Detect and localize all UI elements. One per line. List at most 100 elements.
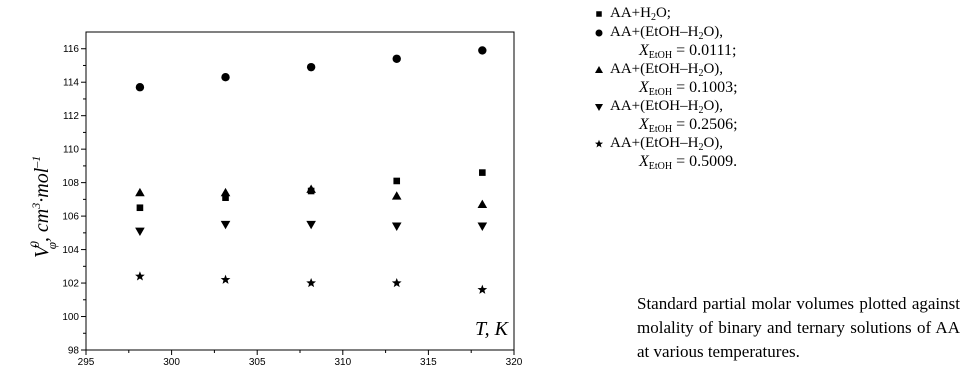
square-marker <box>222 194 229 201</box>
legend-label-sub: 2 <box>650 12 656 23</box>
x-tick-label: 300 <box>163 357 180 368</box>
legend-label-suffix: O), <box>703 98 724 114</box>
legend-label-sub: 2 <box>698 105 704 116</box>
legend-label: AA+(EtOH–H2O), <box>610 97 723 116</box>
ylabel-mid: ·mol <box>31 167 53 202</box>
legend-label-sub: 2 <box>698 142 704 153</box>
mole-fraction-value: = 0.2506; <box>672 116 738 133</box>
legend-label-prefix: AA+(EtOH–H <box>610 135 699 151</box>
triangle-down-marker <box>477 222 488 231</box>
y-tick-label: 102 <box>62 279 79 290</box>
y-tick-label: 110 <box>63 145 79 156</box>
mole-fraction-symbol: X <box>639 153 649 170</box>
mole-fraction-sub: EtOH <box>648 124 673 135</box>
circle-marker <box>135 83 145 92</box>
x-tick-label: 315 <box>420 357 437 368</box>
circle-marker <box>306 62 316 72</box>
star-marker <box>135 271 145 281</box>
legend-entry: AA+(EtOH–H2O), XEtOH = 0.1003; <box>592 60 892 98</box>
y-tick-label: 112 <box>63 111 79 122</box>
star-marker <box>306 277 316 288</box>
mole-fraction-value: = 0.0111; <box>672 42 737 59</box>
triangle-down-marker <box>220 220 231 230</box>
y-tick-label: 106 <box>62 212 79 223</box>
triangle-down-marker <box>391 222 402 231</box>
star-legend-marker <box>594 139 604 148</box>
mole-fraction-symbol: X <box>639 79 649 96</box>
legend-label-sub: 2 <box>698 68 704 79</box>
legend-label: AA+(EtOH–H2O), <box>610 60 723 79</box>
square-marker <box>479 169 486 176</box>
triangle-up-marker <box>391 191 402 200</box>
triangle-up-marker <box>135 187 145 197</box>
triangle-up-marker <box>220 187 231 197</box>
circle-marker <box>221 72 230 82</box>
mole-fraction-symbol: X <box>639 116 649 133</box>
mole-fraction-value: = 0.1003; <box>672 79 738 96</box>
triangle-down-legend-marker <box>595 104 603 111</box>
y-tick-label: 116 <box>63 44 79 55</box>
y-tick-label: 98 <box>68 346 80 357</box>
star-marker <box>477 284 488 294</box>
mole-fraction-sub: EtOH <box>648 50 673 61</box>
y-tick-label: 100 <box>62 312 79 323</box>
legend-label-prefix: AA+(EtOH–H <box>610 24 699 40</box>
triangle-up-legend-icon <box>592 60 610 79</box>
legend-label-suffix: O), <box>703 135 724 151</box>
star-marker <box>391 277 402 288</box>
square-marker <box>393 177 401 185</box>
y-tick-label: 114 <box>63 78 79 89</box>
ylabel-end-sup: –1 <box>29 156 43 169</box>
axes <box>85 31 515 351</box>
legend-label-suffix: O; <box>655 5 671 21</box>
legend-mole-fraction: XEtOH = 0.0111; <box>592 42 892 61</box>
ylabel-sub: φ <box>44 242 59 249</box>
triangle-down-marker <box>135 227 145 236</box>
square-legend-icon <box>592 4 610 23</box>
plot-frame <box>85 31 515 351</box>
x-tick-label: 320 <box>506 357 523 368</box>
svg-text:V0φ, cm3·mol–1: V0 φ, cm3·mol–1 <box>27 156 59 258</box>
legend-mole-fraction: XEtOH = 0.5009. <box>592 153 892 172</box>
triangle-down-marker <box>306 220 316 230</box>
star-legend-icon <box>592 134 610 153</box>
data-markers <box>135 46 488 294</box>
x-tick-label: 310 <box>334 357 351 368</box>
star-marker <box>220 274 231 284</box>
triangle-up-marker <box>477 199 488 208</box>
legend-entry: AA+(EtOH–H2O), XEtOH = 0.0111; <box>592 23 892 61</box>
y-axis-label: V0 φ, cm3·mol–1 <box>27 156 59 258</box>
y-tick-label: 104 <box>62 245 79 256</box>
legend-mole-fraction: XEtOH = 0.2506; <box>592 116 892 135</box>
legend-label: AA+(EtOH–H2O), <box>610 134 723 153</box>
ylabel-unit-sup: 3 <box>29 203 43 210</box>
legend-label-suffix: O), <box>703 61 724 77</box>
ylabel-text: , cm <box>31 209 53 242</box>
legend-label-prefix: AA+(EtOH–H <box>610 61 699 77</box>
legend-entry: AA+(EtOH–H2O), XEtOH = 0.2506; <box>592 97 892 135</box>
circle-marker <box>478 46 487 55</box>
mole-fraction-value: = 0.5009. <box>672 153 738 170</box>
chart-plot: V0 φ, cm3·mol–1 295 300 305 310 315 320 98 100 10… <box>27 31 523 368</box>
ylabel-base: V <box>31 243 53 258</box>
legend-entry: AA+H2O; <box>592 4 892 23</box>
legend-label-sub: 2 <box>698 31 704 42</box>
legend-entry: AA+(EtOH–H2O), XEtOH = 0.5009. <box>592 134 892 172</box>
legend-mole-fraction: XEtOH = 0.1003; <box>592 79 892 98</box>
triangle-down-legend-icon <box>592 97 610 116</box>
x-tick-label: 295 <box>78 357 95 368</box>
mole-fraction-symbol: X <box>639 42 649 59</box>
square-legend-marker <box>596 11 602 17</box>
figure-caption: Standard partial molar volumes plotted a… <box>637 294 960 361</box>
legend-label: AA+(EtOH–H2O), <box>610 23 723 42</box>
legend-label-prefix: AA+(EtOH–H <box>610 98 699 114</box>
mole-fraction-sub: EtOH <box>648 161 673 172</box>
circle-legend-icon <box>592 23 610 42</box>
y-tick-label: 108 <box>62 178 79 189</box>
ylabel-sup: 0 <box>27 241 42 248</box>
triangle-up-legend-marker <box>595 66 603 73</box>
ticks: 295 300 305 310 315 320 98 100 102 104 106 108 110 11… <box>62 44 522 368</box>
mole-fraction-sub: EtOH <box>648 87 673 98</box>
legend-label-suffix: O), <box>703 24 724 40</box>
x-tick-label: 305 <box>249 357 266 368</box>
